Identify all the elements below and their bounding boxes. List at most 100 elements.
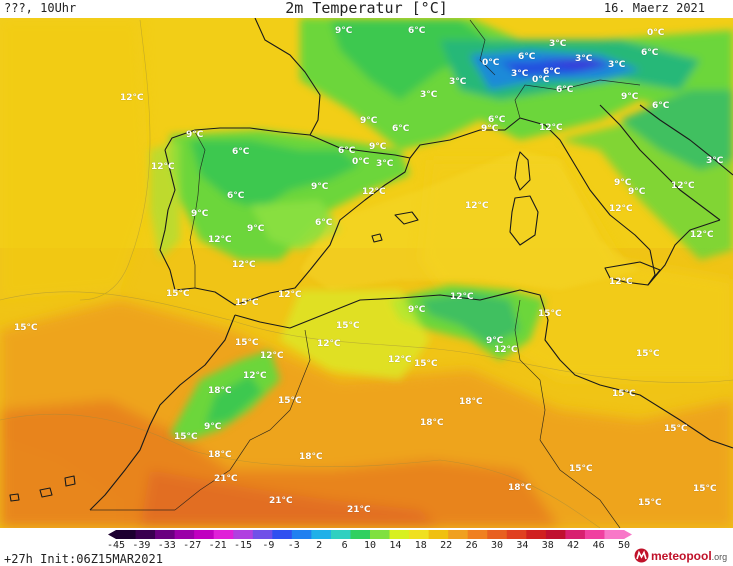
color-scale-swatch — [116, 530, 137, 539]
color-scale-tick-label: 14 — [389, 540, 402, 551]
temperature-label: 9°C — [247, 224, 265, 234]
color-scale-swatch — [584, 530, 605, 539]
color-scale-bar — [108, 530, 632, 539]
temperature-label: 12°C — [494, 345, 518, 355]
color-scale-tick-label: 18 — [414, 540, 427, 551]
color-scale-swatch — [467, 530, 488, 539]
color-scale-swatch — [487, 530, 508, 539]
color-scale-swatch — [194, 530, 215, 539]
temperature-label: 18°C — [208, 386, 232, 396]
temperature-label: 21°C — [347, 505, 371, 515]
temperature-label: 12°C — [539, 123, 563, 133]
color-scale-swatch — [272, 530, 293, 539]
temperature-label: 9°C — [486, 336, 504, 346]
temperature-label: 6°C — [392, 124, 410, 134]
color-scale-swatch — [409, 530, 430, 539]
temperature-label: 12°C — [609, 277, 633, 287]
temperature-label: 15°C — [538, 309, 562, 319]
temperature-label: 12°C — [388, 355, 412, 365]
temperature-label: 12°C — [151, 162, 175, 172]
color-scale-tick-label: 38 — [541, 540, 554, 551]
color-scale-swatch — [604, 530, 625, 539]
temperature-label: 15°C — [336, 321, 360, 331]
temperature-label: 12°C — [690, 230, 714, 240]
color-scale-tick-label: 10 — [363, 540, 377, 551]
color-scale-tick-label: 30 — [490, 540, 504, 551]
color-scale-min-arrow — [108, 530, 116, 539]
temperature-label: 6°C — [408, 26, 426, 36]
color-scale-tick-label: -9 — [262, 540, 275, 551]
color-scale-swatch — [370, 530, 391, 539]
date-label: 16. Maerz 2021 — [603, 1, 705, 15]
temperature-label: 15°C — [174, 432, 198, 442]
header-bar: ???, 10Uhr 2m Temperatur [°C] 16. Maerz … — [0, 0, 733, 18]
color-scale-tick-label: 50 — [617, 540, 631, 551]
temperature-label: 12°C — [232, 260, 256, 270]
temperature-label: 9°C — [628, 187, 646, 197]
temperature-label: 6°C — [488, 115, 506, 125]
color-scale-tick-label: -21 — [208, 540, 227, 551]
temperature-label: 12°C — [362, 187, 386, 197]
color-scale-swatch — [428, 530, 449, 539]
color-scale-tick-label: 34 — [516, 540, 529, 551]
temperature-label: 18°C — [508, 483, 532, 493]
temperature-label: 3°C — [420, 90, 438, 100]
temperature-label: 9°C — [191, 209, 209, 219]
temperature-label: 6°C — [556, 85, 574, 95]
color-scale-tick-label: -45 — [106, 540, 126, 551]
temperature-label: 0°C — [352, 157, 370, 167]
color-scale-swatch — [448, 530, 469, 539]
temperature-label: 3°C — [706, 156, 724, 166]
temperature-label: 15°C — [569, 464, 593, 474]
temperature-label: 12°C — [317, 339, 341, 349]
color-scale-tick-label: -15 — [233, 540, 253, 551]
temperature-label: 6°C — [338, 146, 356, 156]
temperature-label: 3°C — [449, 77, 467, 87]
temperature-label: 9°C — [204, 422, 222, 432]
color-scale-tick-label: -33 — [157, 540, 176, 551]
temperature-label: 12°C — [260, 351, 284, 361]
temperature-label: 12°C — [450, 292, 474, 302]
color-scale-swatch — [545, 530, 566, 539]
temperature-label: 12°C — [465, 201, 489, 211]
temperature-label: 9°C — [481, 124, 499, 134]
temperature-label: 15°C — [14, 323, 38, 333]
color-scale-swatch — [565, 530, 586, 539]
temperature-label: 3°C — [549, 39, 567, 49]
temperature-label: 6°C — [232, 147, 250, 157]
color-scale-tick-label: 2 — [316, 540, 323, 551]
temperature-label: 6°C — [227, 191, 245, 201]
temperature-label: 9°C — [360, 116, 378, 126]
temperature-label: 6°C — [652, 101, 670, 111]
meteopool-logo-icon — [634, 548, 649, 563]
color-scale-tick-label: -3 — [287, 540, 300, 551]
color-scale-tick-label: 22 — [440, 540, 453, 551]
color-scale-tick-label: 26 — [465, 540, 478, 551]
color-scale-tick-label: -27 — [183, 540, 202, 551]
color-scale-tick-label: 42 — [567, 540, 580, 551]
temperature-label: 12°C — [120, 93, 144, 103]
color-scale-swatch — [252, 530, 273, 539]
forecast-init-label: +27h Init:06Z15MAR2021 — [4, 552, 163, 566]
map-background — [0, 18, 733, 528]
temperature-label: 9°C — [369, 142, 387, 152]
color-scale-swatch — [155, 530, 176, 539]
temperature-label: 6°C — [315, 218, 333, 228]
color-scale-swatch — [233, 530, 254, 539]
temperature-label: 9°C — [621, 92, 639, 102]
temperature-label: 15°C — [278, 396, 302, 406]
temperature-label: 15°C — [235, 338, 259, 348]
temperature-label: 12°C — [208, 235, 232, 245]
color-scale-swatch — [389, 530, 410, 539]
temperature-label: 9°C — [311, 182, 329, 192]
color-scale-tick-label: 46 — [592, 540, 605, 551]
temperature-label: 15°C — [664, 424, 688, 434]
temperature-label: 0°C — [647, 28, 665, 38]
temperature-label: 15°C — [235, 298, 259, 308]
temperature-label: 21°C — [214, 474, 238, 484]
temperature-label: 15°C — [166, 289, 190, 299]
temperature-label: 12°C — [609, 204, 633, 214]
temperature-map[interactable] — [0, 18, 733, 528]
temperature-label: 3°C — [376, 159, 394, 169]
temperature-label: 0°C — [532, 75, 550, 85]
